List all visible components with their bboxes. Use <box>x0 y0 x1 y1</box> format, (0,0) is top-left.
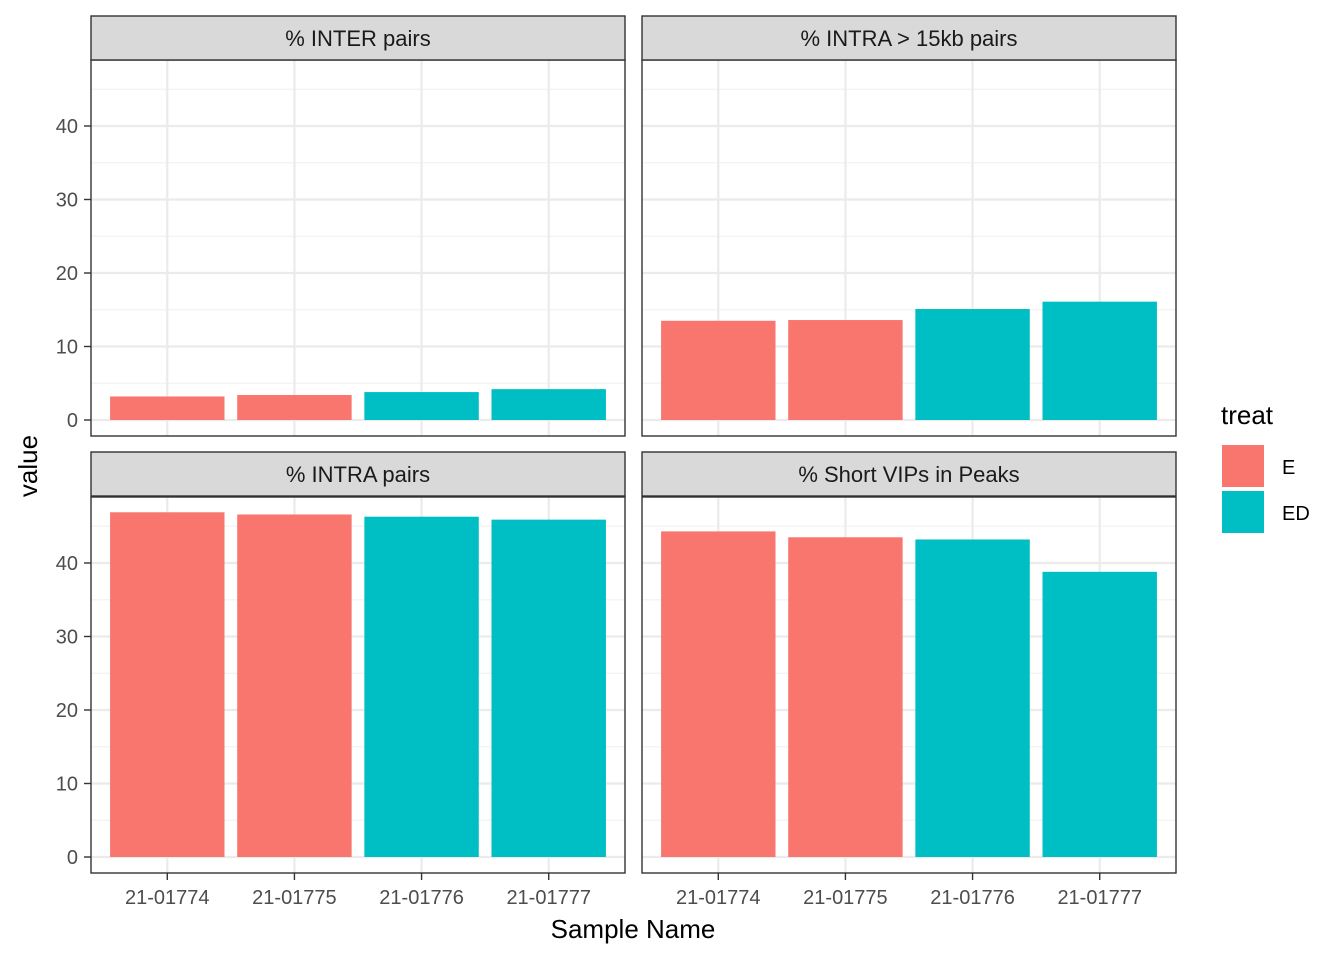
bar <box>237 395 352 420</box>
y-tick-label: 20 <box>56 700 78 722</box>
facet-title: % INTRA pairs <box>286 462 430 487</box>
bar <box>237 514 352 857</box>
bar <box>788 537 903 857</box>
facet-panels: % INTER pairs % INTRA > 15kb pairs % INTRA… <box>90 15 1177 874</box>
y-tick-label: 30 <box>56 190 78 212</box>
bar <box>661 320 776 420</box>
facet-panel: % INTRA pairs <box>90 451 626 874</box>
x-tick-label: 21-01776 <box>379 887 464 909</box>
y-tick-label: 20 <box>56 263 78 285</box>
bar <box>364 392 479 420</box>
x-tick-label: 21-01776 <box>930 887 1015 909</box>
y-tick-label: 40 <box>56 553 78 575</box>
y-tick-label: 40 <box>56 116 78 138</box>
x-tick-label: 21-01774 <box>676 887 761 909</box>
legend-label: ED <box>1282 503 1310 525</box>
facet-panel: % INTRA > 15kb pairs <box>641 15 1177 437</box>
x-tick-label: 21-01775 <box>252 887 337 909</box>
bar <box>915 539 1030 857</box>
legend-label: E <box>1282 457 1295 479</box>
bar <box>110 512 225 857</box>
facet-strip <box>90 15 626 61</box>
y-tick-label: 30 <box>56 627 78 649</box>
facet-title: % INTRA > 15kb pairs <box>800 26 1017 51</box>
legend-key <box>1222 491 1264 533</box>
x-tick-label: 21-01777 <box>1057 887 1142 909</box>
facet-title: % INTER pairs <box>285 26 430 51</box>
panel-border <box>641 496 1177 874</box>
x-axis-title: Sample Name <box>551 914 716 944</box>
bar <box>661 531 776 857</box>
bar <box>788 320 903 420</box>
legend: treat E ED <box>1221 400 1310 533</box>
y-tick-label: 10 <box>56 337 78 359</box>
facet-strip <box>641 15 1177 61</box>
x-tick-label: 21-01777 <box>506 887 591 909</box>
facet-title: % Short VIPs in Peaks <box>798 462 1019 487</box>
bar <box>915 309 1030 420</box>
facet-strip <box>90 451 626 497</box>
facet-panel: % Short VIPs in Peaks <box>641 451 1177 874</box>
axes: 0 10 20 30 40 0 10 20 30 40 21-01774 21-01775 21-017… <box>56 116 1142 909</box>
y-tick-label: 10 <box>56 774 78 796</box>
legend-title: treat <box>1221 400 1274 430</box>
bar <box>491 519 606 857</box>
y-tick-label: 0 <box>67 847 78 869</box>
y-axis-title: value <box>13 435 43 497</box>
facet-panel: % INTER pairs <box>90 15 626 437</box>
panel-background <box>91 60 625 436</box>
y-tick-label: 0 <box>67 410 78 432</box>
facet-strip <box>641 451 1177 497</box>
bar <box>491 389 606 420</box>
panel-border <box>90 496 626 874</box>
x-tick-label: 21-01774 <box>125 887 210 909</box>
legend-key <box>1222 445 1264 487</box>
x-tick-label: 21-01775 <box>803 887 888 909</box>
bar <box>1042 571 1157 857</box>
bar <box>110 396 225 420</box>
bar <box>1042 301 1157 420</box>
bar <box>364 516 479 857</box>
